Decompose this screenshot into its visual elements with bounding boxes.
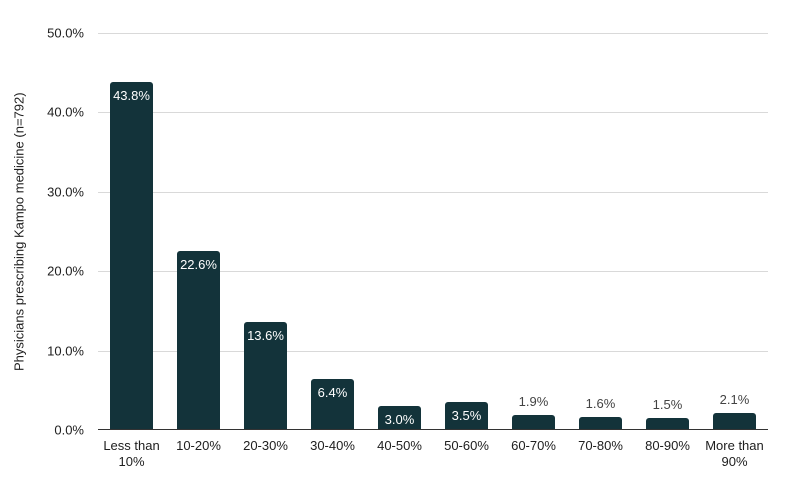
x-axis-labels: Less than 10% 10-20% 20-30% 30-40% 40-50% 50-…: [98, 438, 768, 470]
x-category-label: 40-50%: [377, 438, 422, 453]
x-category-label: 80-90%: [645, 438, 690, 453]
bar-slot: 13.6%: [232, 33, 299, 430]
y-tick-label: 20.0%: [47, 263, 84, 279]
bar: [177, 250, 220, 430]
bar-value-label: 1.9%: [518, 393, 549, 409]
bar-value-label: 1.5%: [652, 397, 683, 413]
bar-value-label: 3.5%: [451, 408, 482, 424]
y-axis-ticks: 0.0% 10.0% 20.0% 30.0% 40.0% 50.0%: [0, 26, 90, 438]
bar: [579, 417, 622, 430]
bar-slot: 3.0%: [366, 33, 433, 430]
x-category-label: More than 90%: [705, 438, 764, 469]
bar-slot: 1.9%: [500, 33, 567, 430]
x-axis-line: [98, 429, 768, 430]
x-category-label: 60-70%: [511, 438, 556, 453]
bar-slot: 1.5%: [634, 33, 701, 430]
gridline: [98, 191, 768, 193]
bar-slot: 3.5%: [433, 33, 500, 430]
bar: [110, 82, 153, 430]
gridline: [98, 271, 768, 273]
x-category-label: 70-80%: [578, 438, 623, 453]
bar-value-label: 43.8%: [113, 88, 150, 104]
gridline: [98, 33, 768, 34]
y-tick-label: 0.0%: [54, 422, 84, 438]
bar-value-label: 2.1%: [719, 392, 750, 408]
gridline: [98, 350, 768, 352]
bar-value-label: 1.6%: [585, 396, 616, 412]
bar: [244, 322, 287, 430]
y-tick-label: 40.0%: [47, 104, 84, 120]
bar-value-label: 6.4%: [317, 385, 348, 401]
bar-slot: 2.1%: [701, 33, 768, 430]
bar: [445, 402, 488, 430]
bar-slot: 1.6%: [567, 33, 634, 430]
bar: [512, 414, 555, 430]
x-category-label: 20-30%: [243, 438, 288, 453]
y-tick-label: 10.0%: [47, 343, 84, 359]
bar-slot: 22.6%: [165, 33, 232, 430]
y-tick-label: 50.0%: [47, 25, 84, 41]
x-category-label: Less than 10%: [103, 438, 160, 469]
x-category-label: 50-60%: [444, 438, 489, 453]
plot-area: 43.8% 22.6% 13.6% 6.4% 3.0% 3.5% 1.9% 1.6% 1.5% 2…: [98, 33, 768, 430]
bar-slot: 43.8%: [98, 33, 165, 430]
bar-value-label: 13.6%: [247, 328, 284, 344]
bar: [378, 406, 421, 430]
bar-slot: 6.4%: [299, 33, 366, 430]
bars-container: 43.8% 22.6% 13.6% 6.4% 3.0% 3.5% 1.9% 1.6% 1.5% 2…: [98, 33, 768, 430]
bar-value-label: 22.6%: [180, 256, 217, 272]
x-category-label: 30-40%: [310, 438, 355, 453]
gridline: [98, 112, 768, 114]
y-tick-label: 30.0%: [47, 184, 84, 200]
x-category-label: 10-20%: [176, 438, 221, 453]
bar-value-label: 3.0%: [384, 412, 415, 428]
bar: [713, 413, 756, 430]
bar: [646, 418, 689, 430]
bar: [311, 379, 354, 430]
